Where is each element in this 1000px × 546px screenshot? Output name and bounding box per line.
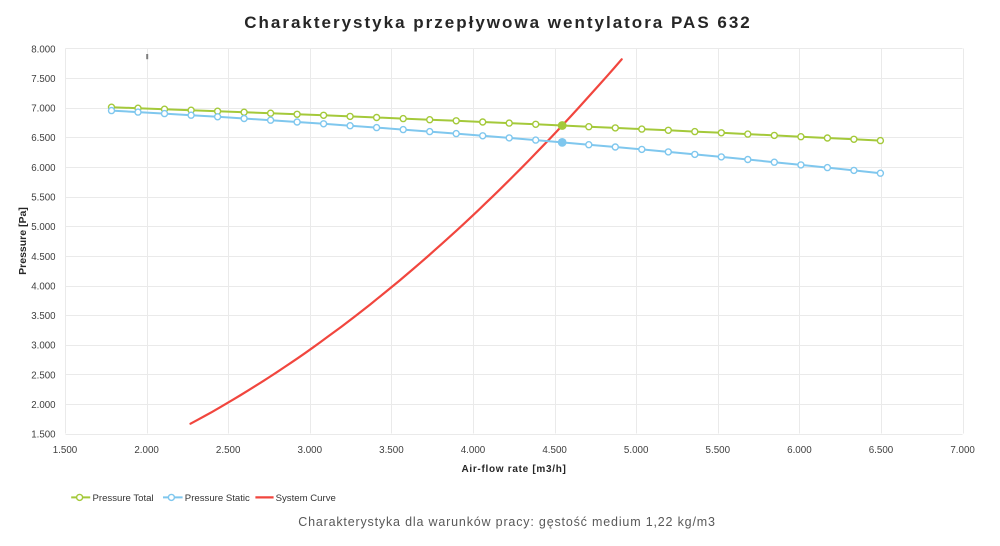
svg-text:5.000: 5.000 — [624, 445, 649, 456]
svg-text:Pressure Total: Pressure Total — [93, 493, 154, 504]
svg-text:5.000: 5.000 — [31, 222, 56, 233]
svg-text:Charakterystyka przepływowa we: Charakterystyka przepływowa wentylatora … — [244, 13, 752, 32]
svg-text:6.000: 6.000 — [31, 163, 56, 174]
svg-text:2.000: 2.000 — [134, 445, 159, 456]
svg-text:3.500: 3.500 — [31, 311, 56, 322]
svg-text:Pressure Static: Pressure Static — [185, 493, 250, 504]
svg-text:8.000: 8.000 — [31, 44, 56, 55]
svg-text:6.500: 6.500 — [869, 445, 894, 456]
svg-text:6.500: 6.500 — [31, 133, 56, 144]
svg-text:7.500: 7.500 — [31, 74, 56, 85]
svg-text:4.000: 4.000 — [461, 445, 486, 456]
svg-text:7.000: 7.000 — [950, 445, 975, 456]
svg-text:6.000: 6.000 — [787, 445, 812, 456]
svg-text:2.500: 2.500 — [216, 445, 241, 456]
svg-text:7.000: 7.000 — [31, 104, 56, 115]
svg-text:System Curve: System Curve — [276, 493, 336, 504]
svg-text:2.000: 2.000 — [31, 400, 56, 411]
svg-text:4.000: 4.000 — [31, 281, 56, 292]
svg-text:Pressure [Pa]: Pressure [Pa] — [17, 207, 29, 275]
svg-text:3.000: 3.000 — [298, 445, 323, 456]
svg-text:2.500: 2.500 — [31, 370, 56, 381]
svg-text:Air-flow rate [m3/h]: Air-flow rate [m3/h] — [461, 464, 566, 475]
svg-text:4.500: 4.500 — [31, 252, 56, 263]
svg-text:Charakterystyka dla warunków p: Charakterystyka dla warunków pracy: gęst… — [298, 515, 716, 529]
svg-text:5.500: 5.500 — [31, 193, 56, 204]
svg-text:5.500: 5.500 — [706, 445, 731, 456]
svg-text:3.000: 3.000 — [31, 341, 56, 352]
svg-text:1.500: 1.500 — [31, 430, 56, 441]
svg-text:4.500: 4.500 — [542, 445, 567, 456]
svg-text:3.500: 3.500 — [379, 445, 404, 456]
svg-text:1.500: 1.500 — [53, 445, 78, 456]
